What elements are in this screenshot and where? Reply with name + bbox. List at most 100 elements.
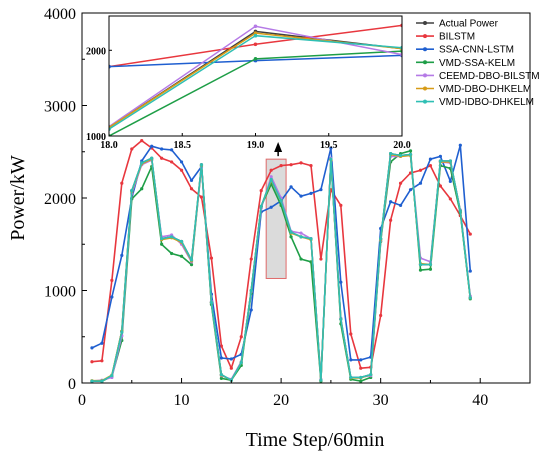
- data-point: [329, 157, 333, 161]
- data-point: [389, 218, 393, 222]
- data-point: [289, 235, 293, 239]
- data-point: [389, 152, 393, 156]
- data-point: [359, 375, 363, 380]
- zoom-arrow-head: [274, 142, 283, 152]
- legend-label: VMD-DBO-DHKELM: [439, 84, 531, 95]
- inset-y-tick-label: 1000: [86, 132, 106, 143]
- inset-data-point: [253, 24, 258, 29]
- data-point: [90, 346, 94, 350]
- legend: Actual Power BILSTM SSA-CNN-LSTM VMD-SSA-KE…: [416, 19, 540, 108]
- data-point: [359, 379, 363, 383]
- legend-item: SSA-CNN-LSTM: [416, 45, 514, 56]
- legend-marker: [423, 47, 427, 52]
- data-point: [299, 161, 303, 165]
- inset-x-tick-label: 19.0: [247, 140, 265, 151]
- legend-item: VMD-IDBO-DHKELM: [416, 97, 534, 108]
- data-point: [349, 332, 353, 336]
- data-point: [438, 154, 442, 158]
- legend-item: VMD-DBO-DHKELM: [416, 84, 531, 95]
- data-point: [199, 195, 204, 199]
- data-point: [448, 179, 452, 183]
- data-point: [189, 187, 194, 191]
- legend-item: CEEMD-DBO-BILSTM: [416, 71, 540, 82]
- inset-data-point: [253, 42, 258, 47]
- data-point: [170, 160, 174, 164]
- data-point: [389, 200, 393, 204]
- data-point: [140, 139, 144, 143]
- data-point: [458, 143, 462, 147]
- data-point: [418, 268, 423, 272]
- data-point: [150, 156, 154, 160]
- data-point: [379, 313, 383, 318]
- data-point: [110, 278, 114, 282]
- data-point: [309, 237, 313, 241]
- data-point: [239, 361, 243, 365]
- data-point: [458, 209, 462, 213]
- data-point: [359, 366, 363, 370]
- data-point: [90, 379, 94, 383]
- data-point: [299, 235, 303, 239]
- data-point: [269, 175, 273, 179]
- data-point: [398, 181, 403, 185]
- x-tick-label: 30: [373, 392, 389, 409]
- x-axis-title: Time Step/60min: [246, 429, 385, 451]
- data-point: [329, 146, 333, 150]
- data-point: [219, 356, 223, 360]
- data-point: [100, 341, 104, 345]
- inset-data-point: [253, 33, 258, 38]
- legend-marker: [423, 99, 427, 104]
- data-point: [418, 168, 423, 172]
- legend-item: BILSTM: [416, 32, 475, 43]
- data-point: [170, 148, 174, 152]
- data-point: [468, 269, 472, 273]
- main-axes: 0 10 20 30 40 0 1000 2000 3000 4000: [44, 6, 531, 409]
- data-point: [398, 153, 403, 158]
- inset-series: [109, 23, 402, 136]
- data-point: [319, 257, 323, 261]
- data-point: [130, 189, 134, 193]
- data-point: [259, 204, 263, 208]
- data-point: [428, 164, 433, 168]
- data-point: [150, 144, 154, 148]
- legend-item: Actual Power: [416, 19, 499, 30]
- y-tick-label: 2000: [44, 191, 76, 208]
- data-point: [219, 344, 223, 348]
- y-axis-title: Power/kW: [7, 155, 29, 241]
- data-point: [110, 374, 114, 378]
- data-point: [319, 378, 323, 382]
- data-point: [299, 194, 303, 198]
- data-point: [398, 203, 403, 207]
- data-point: [179, 239, 184, 244]
- data-point: [170, 235, 174, 239]
- data-point: [189, 263, 194, 267]
- data-point: [418, 263, 423, 267]
- data-point: [319, 188, 323, 192]
- inset-y-tick-label: 2000: [86, 46, 106, 57]
- series-vmd-idbo-dhkelm: [90, 152, 472, 383]
- data-point: [468, 232, 472, 236]
- y-tick-label: 3000: [44, 99, 76, 116]
- data-point: [299, 231, 303, 235]
- data-point: [120, 330, 124, 334]
- inset-data-point: [253, 57, 258, 61]
- data-point: [309, 164, 313, 168]
- data-point: [160, 156, 164, 160]
- data-point: [160, 237, 164, 241]
- data-point: [100, 379, 104, 383]
- data-point: [299, 257, 303, 261]
- data-point: [339, 317, 343, 321]
- data-point: [468, 296, 472, 300]
- legend-marker: [423, 34, 427, 39]
- data-point: [179, 168, 184, 172]
- data-point: [408, 188, 413, 192]
- legend-label: Actual Power: [439, 19, 499, 30]
- legend-marker: [423, 86, 427, 91]
- data-point: [408, 152, 413, 157]
- y-tick-label: 0: [68, 376, 76, 393]
- data-point: [428, 157, 433, 161]
- x-tick-label: 20: [273, 392, 289, 409]
- data-point: [239, 335, 243, 339]
- x-tick-label: 0: [78, 392, 86, 409]
- legend-label: VMD-SSA-KELM: [439, 58, 515, 69]
